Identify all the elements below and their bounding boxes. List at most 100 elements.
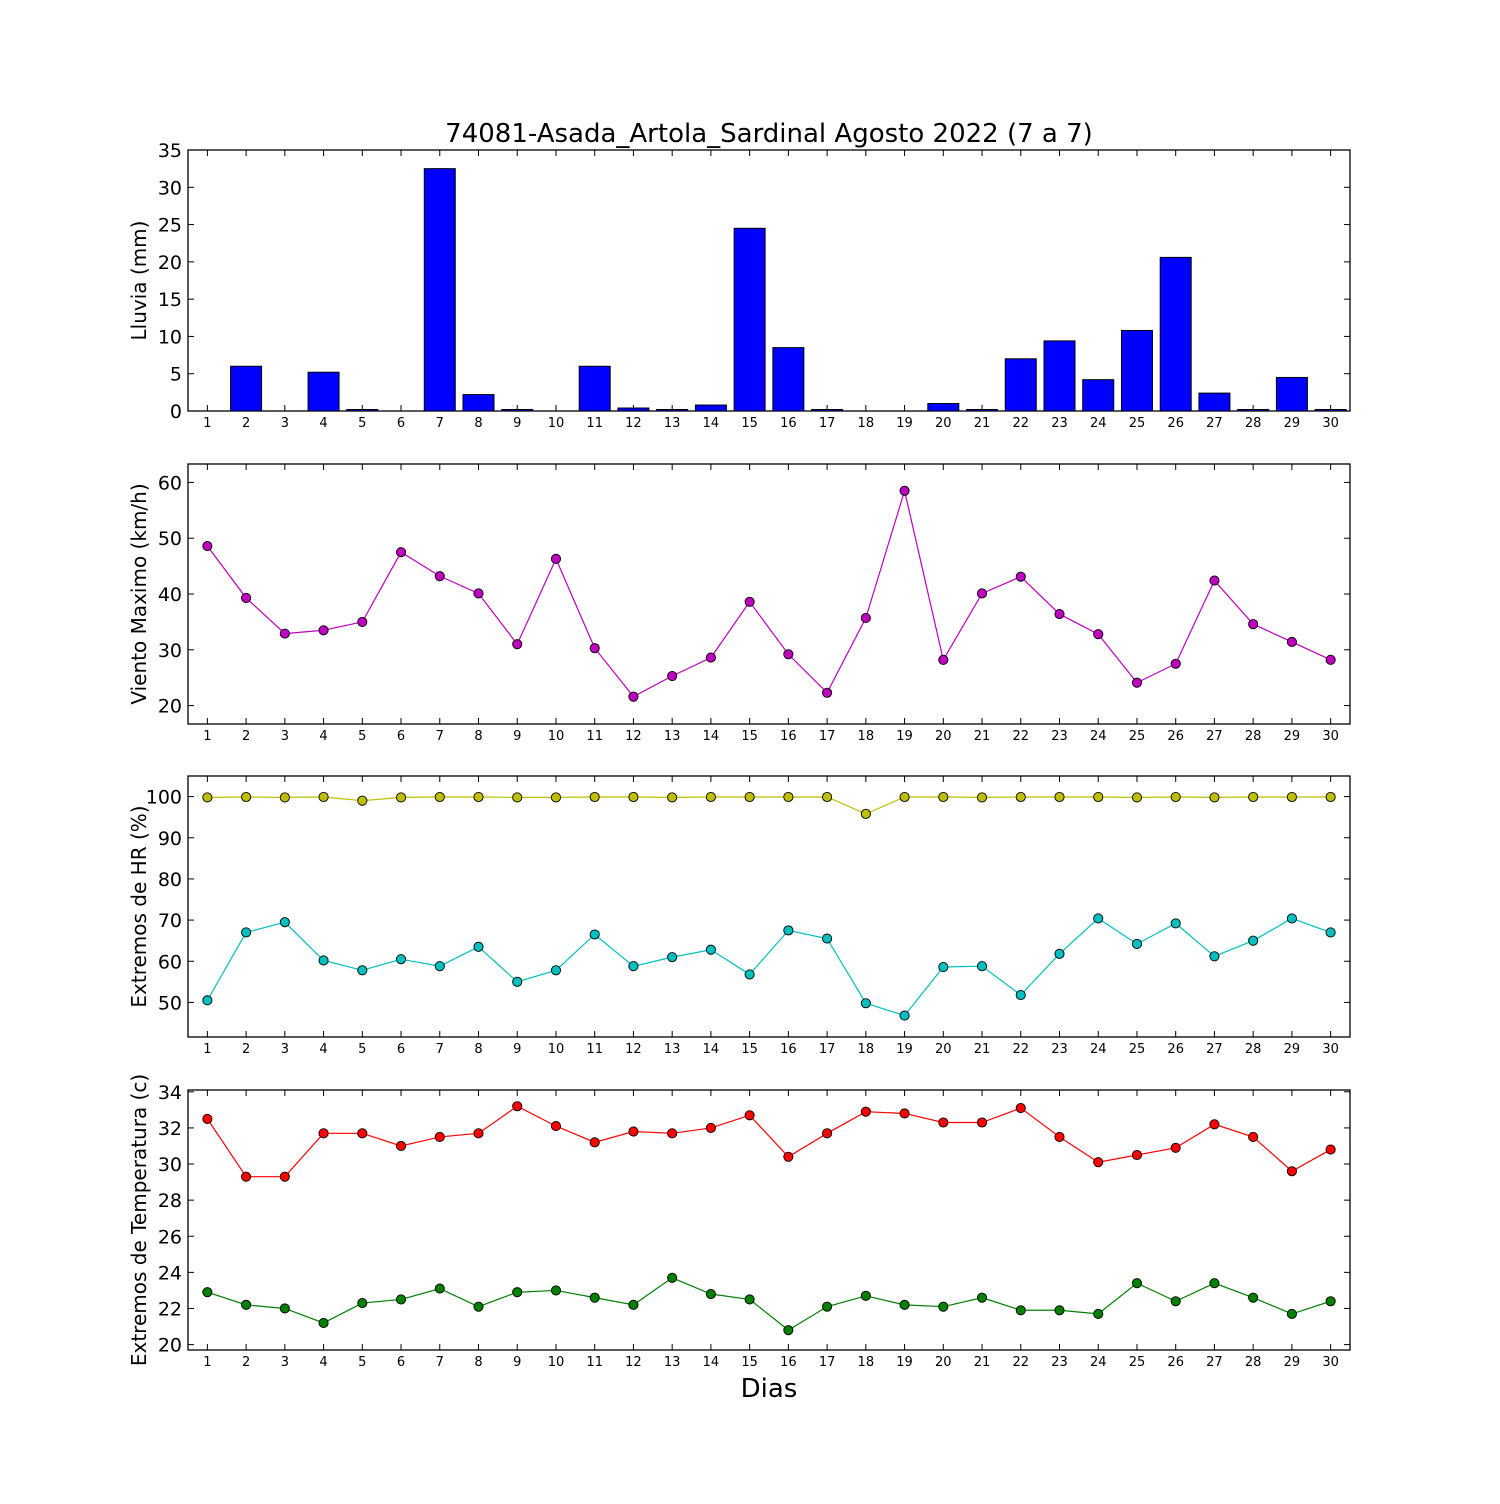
xtick-label: 7: [436, 1042, 444, 1057]
xtick-label: 12: [625, 729, 642, 744]
xtick-label: 30: [1322, 416, 1339, 431]
ytick-label: 60: [158, 472, 182, 494]
point-hr-min: [202, 995, 213, 1006]
ytick-label: 32: [158, 1118, 182, 1140]
xtick-label: 7: [436, 729, 444, 744]
xtick-label: 11: [586, 1042, 603, 1057]
xtick-label: 2: [242, 1355, 250, 1370]
point-temp-min: [434, 1283, 445, 1294]
xtick-label: 18: [858, 416, 875, 431]
ytick-label: 30: [158, 640, 182, 662]
point-hr-max: [783, 791, 794, 803]
ytick-label: 15: [158, 289, 182, 311]
xtick-label: 27: [1206, 416, 1223, 431]
ytick-label: 100: [146, 787, 182, 809]
point-hr-min: [860, 998, 871, 1009]
point-hr-max: [1286, 791, 1297, 803]
ytick-label: 35: [158, 140, 182, 162]
point-temp-min: [550, 1285, 562, 1296]
ytick-label: 10: [158, 326, 182, 348]
point-wind-max: [667, 670, 678, 682]
point-hr-min: [1093, 913, 1104, 924]
xtick-label: 8: [474, 1042, 482, 1057]
point-temp-min: [705, 1288, 716, 1300]
xtick-label: 20: [935, 1042, 952, 1057]
point-wind-max: [1325, 654, 1336, 665]
point-wind-max: [1248, 619, 1259, 630]
point-temp-max: [1325, 1144, 1336, 1155]
xtick-label: 24: [1090, 1042, 1107, 1057]
xtick-label: 5: [358, 1042, 366, 1057]
xtick-label: 26: [1167, 416, 1184, 431]
point-temp-max: [1248, 1131, 1259, 1142]
point-temp-min: [318, 1317, 329, 1328]
point-temp-max: [241, 1171, 252, 1182]
point-hr-min: [434, 961, 445, 972]
xtick-label: 16: [780, 729, 797, 744]
xtick-label: 23: [1051, 1355, 1068, 1370]
point-hr-min: [1170, 918, 1181, 929]
point-temp-min: [667, 1272, 678, 1283]
ytick-label: 20: [158, 1335, 182, 1357]
point-hr-max: [434, 791, 445, 803]
point-wind-max: [783, 649, 794, 660]
point-hr-min: [1248, 935, 1259, 946]
point-wind-max: [1054, 609, 1065, 620]
xtick-label: 27: [1206, 1042, 1223, 1057]
point-temp-max: [357, 1128, 368, 1139]
point-hr-max: [202, 792, 213, 803]
panel-frame-humidity: [187, 775, 1351, 1038]
xtick-label: 28: [1245, 729, 1262, 744]
point-hr-min: [512, 976, 523, 987]
point-wind-max: [1170, 658, 1181, 669]
ytick-label: 25: [158, 215, 182, 237]
xtick-label: 29: [1284, 1355, 1301, 1370]
bar: [346, 409, 379, 412]
point-wind-max: [473, 588, 484, 599]
point-wind-max: [512, 639, 523, 650]
xtick-label: 26: [1167, 1042, 1184, 1057]
point-hr-max: [744, 791, 755, 803]
point-hr-max: [395, 792, 407, 803]
y-axis-label-humidity: Extremos de HR (%): [127, 805, 151, 1007]
bar: [1004, 358, 1037, 412]
point-hr-max: [899, 791, 910, 803]
xtick-label: 24: [1090, 729, 1107, 744]
xtick-label: 23: [1051, 729, 1068, 744]
ytick-label: 40: [158, 584, 182, 606]
xtick-label: 14: [703, 1042, 720, 1057]
point-temp-max: [1093, 1157, 1104, 1168]
xtick-label: 8: [474, 1355, 482, 1370]
xtick-label: 29: [1284, 729, 1301, 744]
ytick-label: 34: [158, 1082, 182, 1104]
point-wind-max: [744, 596, 755, 607]
point-temp-max: [318, 1128, 329, 1139]
bar: [617, 407, 650, 412]
point-temp-max: [473, 1128, 484, 1139]
point-hr-max: [279, 792, 290, 803]
point-hr-max: [589, 791, 600, 803]
xtick-label: 23: [1051, 1042, 1068, 1057]
panel-frame-temperature: [187, 1089, 1351, 1351]
xtick-label: 11: [586, 416, 603, 431]
xtick-label: 4: [319, 729, 327, 744]
point-wind-max: [434, 571, 445, 582]
xtick-label: 16: [780, 416, 797, 431]
xtick-label: 9: [513, 416, 521, 431]
point-hr-min: [589, 929, 600, 940]
point-temp-min: [1015, 1305, 1026, 1316]
point-hr-max: [1093, 791, 1104, 803]
xtick-label: 18: [858, 1042, 875, 1057]
ytick-label: 5: [170, 364, 182, 386]
bar: [423, 168, 456, 412]
xtick-label: 8: [474, 416, 482, 431]
point-hr-max: [822, 791, 833, 803]
bar: [966, 409, 999, 412]
point-hr-min: [550, 965, 562, 976]
point-temp-max: [1054, 1131, 1065, 1142]
ytick-label: 20: [158, 696, 182, 718]
point-wind-max: [628, 691, 639, 702]
xtick-label: 3: [281, 1042, 289, 1057]
point-temp-max: [860, 1106, 871, 1117]
